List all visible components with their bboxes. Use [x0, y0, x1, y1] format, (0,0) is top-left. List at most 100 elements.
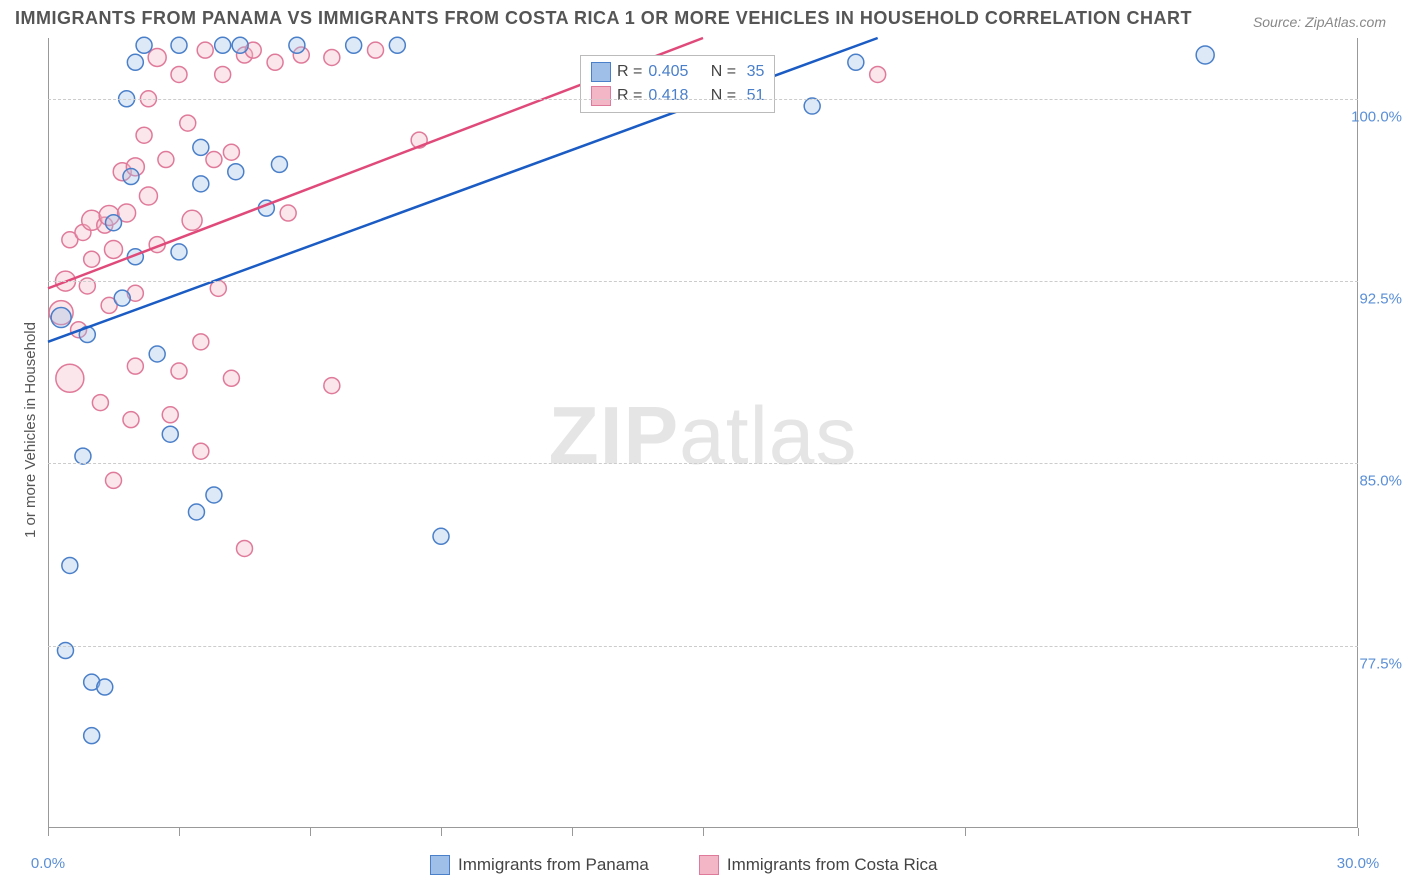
x-tick [965, 828, 966, 836]
legend-swatch [591, 86, 611, 106]
data-point [324, 378, 340, 394]
data-point [346, 37, 362, 53]
data-point [123, 412, 139, 428]
y-tick-label: 77.5% [1359, 655, 1402, 672]
data-point [870, 66, 886, 82]
legend-row: R = 0.405 N = 35 [591, 60, 764, 84]
data-point [148, 48, 166, 66]
data-point [324, 49, 340, 65]
data-point [193, 443, 209, 459]
data-point [228, 164, 244, 180]
y-axis-label: 1 or more Vehicles in Household [22, 322, 39, 538]
x-tick [441, 828, 442, 836]
data-point [237, 540, 253, 556]
y-tick-label: 85.0% [1359, 473, 1402, 490]
data-point [389, 37, 405, 53]
legend-r-label: R = [617, 63, 642, 81]
x-tick-label: 30.0% [1337, 855, 1380, 872]
legend-swatch [591, 62, 611, 82]
data-point [56, 364, 84, 392]
data-point [84, 728, 100, 744]
legend-n-label: N = [706, 87, 736, 105]
data-point [188, 504, 204, 520]
legend-label: Immigrants from Costa Rica [727, 855, 938, 875]
legend-n-value: 35 [742, 63, 764, 81]
legend-item: Immigrants from Panama [430, 855, 649, 875]
data-point [215, 66, 231, 82]
data-point [171, 37, 187, 53]
data-point [206, 152, 222, 168]
data-point [206, 487, 222, 503]
data-point [92, 395, 108, 411]
data-point [271, 156, 287, 172]
data-point [127, 358, 143, 374]
scatter-svg [48, 38, 1358, 828]
data-point [193, 176, 209, 192]
data-point [75, 448, 91, 464]
y-tick-label: 100.0% [1351, 108, 1402, 125]
gridline-h [48, 99, 1358, 100]
x-tick-label: 0.0% [31, 855, 65, 872]
x-tick [179, 828, 180, 836]
legend-row: R = 0.418 N = 51 [591, 84, 764, 108]
data-point [1196, 46, 1214, 64]
chart-title: IMMIGRANTS FROM PANAMA VS IMMIGRANTS FRO… [15, 8, 1192, 29]
data-point [804, 98, 820, 114]
data-point [848, 54, 864, 70]
gridline-h [48, 281, 1358, 282]
data-point [139, 187, 157, 205]
legend-r-value: 0.405 [648, 63, 700, 81]
data-point [106, 472, 122, 488]
data-point [215, 37, 231, 53]
correlation-legend: R = 0.405 N = 35 R = 0.418 N = 51 [580, 55, 775, 113]
data-point [162, 426, 178, 442]
data-point [289, 37, 305, 53]
x-tick [48, 828, 49, 836]
data-point [197, 42, 213, 58]
x-tick [572, 828, 573, 836]
legend-label: Immigrants from Panama [458, 855, 649, 875]
gridline-h [48, 463, 1358, 464]
gridline-h [48, 646, 1358, 647]
data-point [280, 205, 296, 221]
data-point [123, 169, 139, 185]
legend-swatch [430, 855, 450, 875]
data-point [106, 215, 122, 231]
legend-item: Immigrants from Costa Rica [699, 855, 938, 875]
x-tick [703, 828, 704, 836]
data-point [97, 679, 113, 695]
data-point [193, 334, 209, 350]
data-point [127, 54, 143, 70]
data-point [84, 251, 100, 267]
data-point [223, 370, 239, 386]
data-point [193, 139, 209, 155]
data-point [162, 407, 178, 423]
data-point [223, 144, 239, 160]
legend-r-value: 0.418 [648, 87, 700, 105]
data-point [149, 346, 165, 362]
y-tick-label: 92.5% [1359, 291, 1402, 308]
data-point [171, 363, 187, 379]
data-point [51, 308, 71, 328]
legend-r-label: R = [617, 87, 642, 105]
data-point [182, 210, 202, 230]
source-label: Source: ZipAtlas.com [1253, 14, 1386, 30]
x-tick [310, 828, 311, 836]
data-point [433, 528, 449, 544]
legend-n-value: 51 [742, 87, 764, 105]
legend-n-label: N = [706, 63, 736, 81]
data-point [368, 42, 384, 58]
series-legend: Immigrants from Panama Immigrants from Co… [430, 855, 938, 875]
data-point [180, 115, 196, 131]
legend-swatch [699, 855, 719, 875]
data-point [158, 152, 174, 168]
data-point [171, 66, 187, 82]
x-tick [1358, 828, 1359, 836]
data-point [136, 127, 152, 143]
data-point [267, 54, 283, 70]
data-point [62, 557, 78, 573]
data-point [114, 290, 130, 306]
data-point [171, 244, 187, 260]
data-point [105, 240, 123, 258]
data-point [136, 37, 152, 53]
